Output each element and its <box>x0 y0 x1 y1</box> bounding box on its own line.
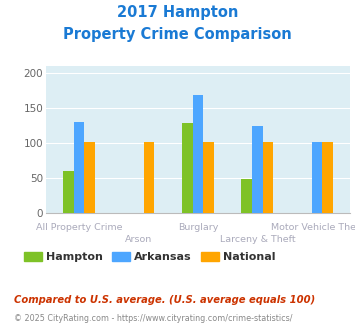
Text: Motor Vehicle Theft: Motor Vehicle Theft <box>271 223 355 232</box>
Bar <box>203 142 214 213</box>
Bar <box>322 142 333 213</box>
Bar <box>73 122 84 213</box>
Text: Burglary: Burglary <box>178 223 218 232</box>
Bar <box>312 142 322 213</box>
Text: © 2025 CityRating.com - https://www.cityrating.com/crime-statistics/: © 2025 CityRating.com - https://www.city… <box>14 314 293 323</box>
Text: 2017 Hampton: 2017 Hampton <box>117 5 238 20</box>
Bar <box>182 123 192 213</box>
Bar <box>252 126 263 213</box>
Text: Compared to U.S. average. (U.S. average equals 100): Compared to U.S. average. (U.S. average … <box>14 295 316 305</box>
Text: Property Crime Comparison: Property Crime Comparison <box>63 27 292 42</box>
Bar <box>144 142 154 213</box>
Bar <box>241 179 252 213</box>
Text: Larceny & Theft: Larceny & Theft <box>220 235 295 244</box>
Text: Arson: Arson <box>125 235 152 244</box>
Bar <box>63 171 73 213</box>
Bar <box>263 142 273 213</box>
Text: All Property Crime: All Property Crime <box>36 223 122 232</box>
Legend: Hampton, Arkansas, National: Hampton, Arkansas, National <box>20 248 280 267</box>
Bar <box>84 142 95 213</box>
Bar <box>192 95 203 213</box>
